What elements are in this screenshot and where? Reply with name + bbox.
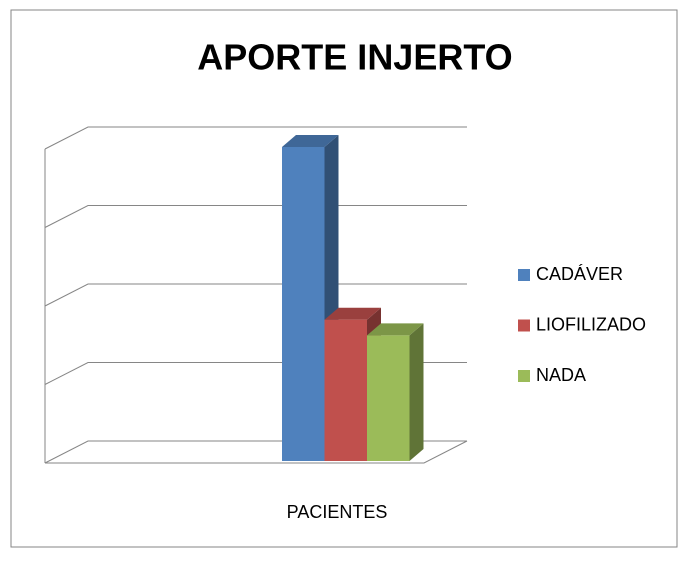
bar-top [324,307,381,320]
chart-title: APORTE INJERTO [197,37,512,78]
grid-line [44,283,467,307]
legend-swatch [518,370,530,382]
floor-edge [45,440,468,464]
legend-label: NADA [536,365,586,385]
bar [324,319,367,461]
legend-label: CADÁVER [536,264,623,284]
grid-line [44,205,467,228]
legend-label: LIOFILIZADO [536,314,646,334]
legend-swatch [518,269,530,281]
bar-top [282,135,339,147]
bar [367,335,410,461]
x-tick-label: PACIENTES [287,502,388,522]
legend-swatch [518,319,530,332]
bar [282,147,325,461]
bar-side [409,323,424,461]
bar-top [367,323,424,336]
grid-line [44,126,467,150]
